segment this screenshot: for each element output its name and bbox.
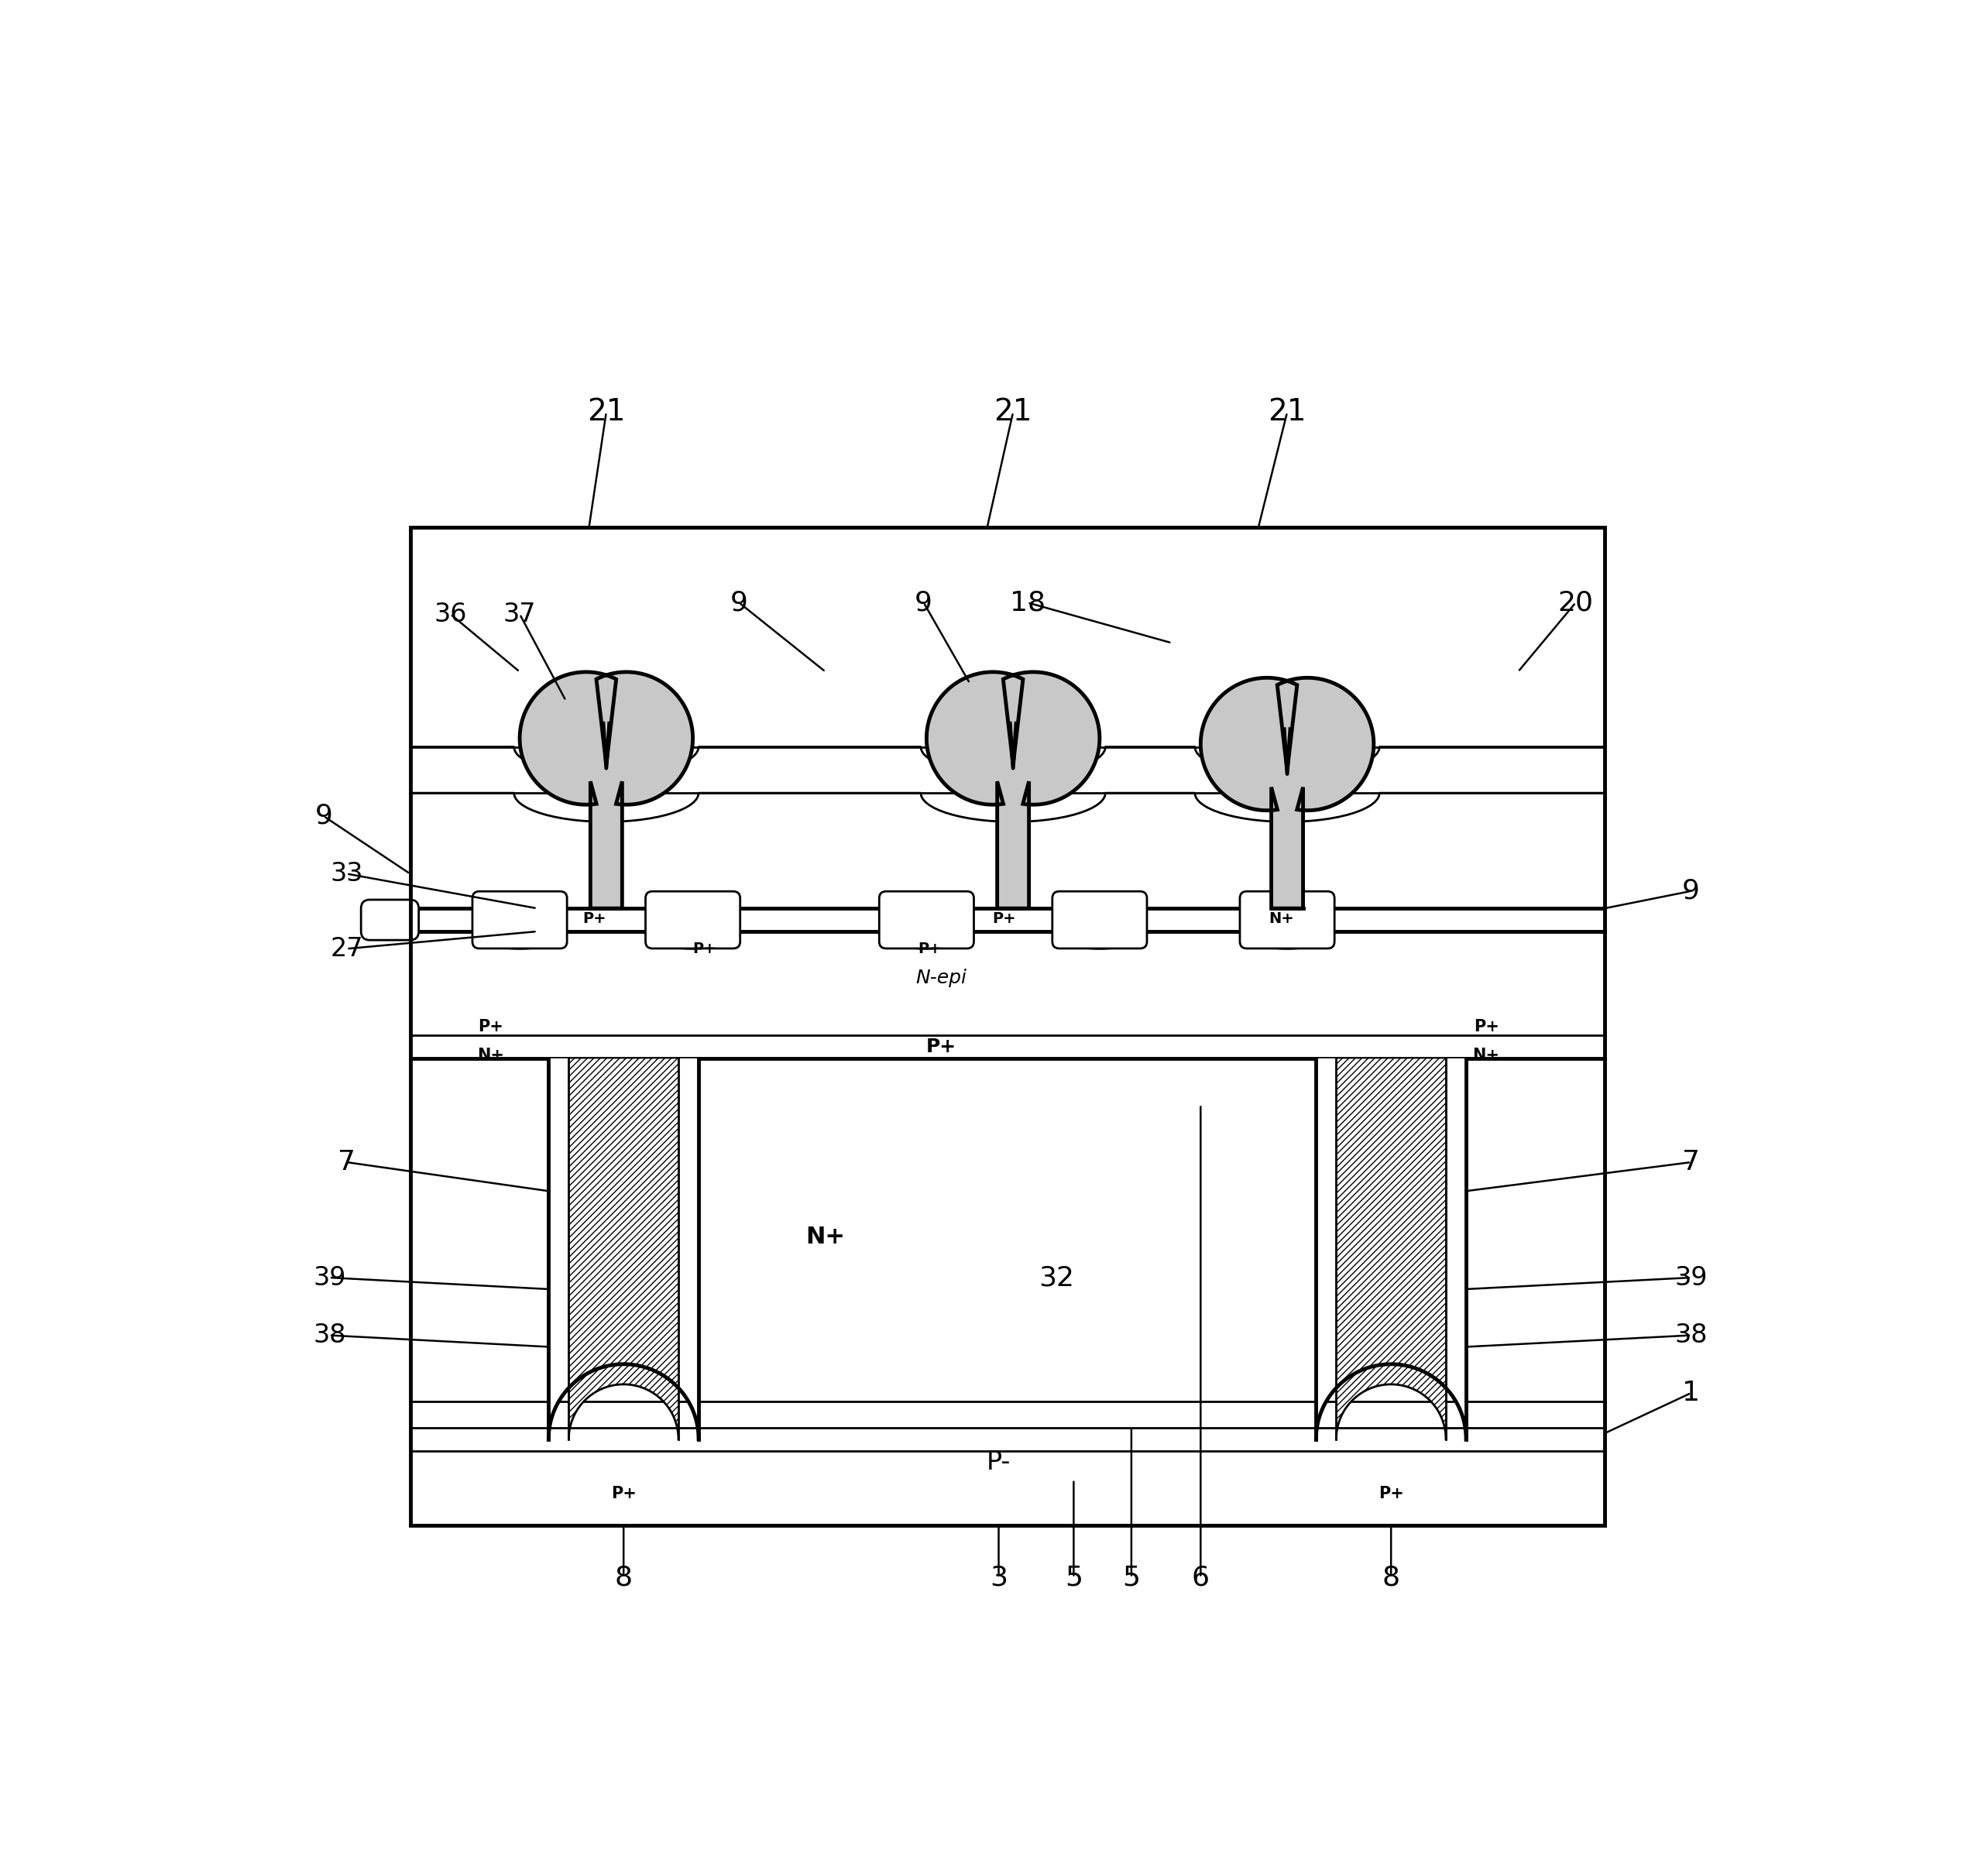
Text: 9: 9: [1682, 878, 1700, 905]
FancyBboxPatch shape: [473, 892, 567, 948]
Text: P+: P+: [479, 1019, 503, 1034]
Text: 39: 39: [1674, 1264, 1708, 1290]
Text: 37: 37: [503, 601, 537, 627]
Text: N+: N+: [805, 1227, 845, 1249]
Text: 9: 9: [914, 590, 932, 616]
Text: 8: 8: [614, 1564, 632, 1590]
Text: 27: 27: [330, 936, 364, 961]
Text: 1: 1: [1682, 1380, 1700, 1407]
Text: 33: 33: [330, 862, 364, 886]
Text: P+: P+: [582, 912, 606, 925]
FancyBboxPatch shape: [646, 892, 740, 948]
Text: 9: 9: [730, 590, 747, 616]
Polygon shape: [549, 1058, 698, 1438]
Text: 39: 39: [312, 1264, 346, 1290]
Polygon shape: [1336, 1058, 1445, 1438]
Bar: [410, 528, 1604, 1526]
Text: 38: 38: [1674, 1322, 1708, 1349]
Text: P+: P+: [918, 942, 940, 955]
Text: 9: 9: [314, 804, 332, 830]
Text: P+: P+: [926, 1038, 956, 1056]
Text: 38: 38: [312, 1322, 346, 1349]
Text: 21: 21: [586, 397, 626, 427]
Text: N+: N+: [1268, 912, 1294, 925]
Text: 21: 21: [994, 397, 1032, 427]
Bar: [410, 528, 1604, 1526]
Text: 8: 8: [1382, 1564, 1400, 1590]
Text: 5: 5: [1123, 1564, 1141, 1590]
Polygon shape: [1201, 678, 1374, 908]
Text: P+: P+: [692, 942, 716, 955]
Text: 6: 6: [1191, 1564, 1209, 1590]
Text: P-: P-: [986, 1450, 1010, 1474]
Text: N+: N+: [1473, 1047, 1499, 1064]
Text: 21: 21: [1268, 397, 1306, 427]
Text: N-epi: N-epi: [914, 968, 966, 987]
Polygon shape: [926, 672, 1099, 908]
Text: P+: P+: [1473, 1019, 1499, 1034]
Text: 18: 18: [1010, 590, 1046, 616]
FancyBboxPatch shape: [362, 899, 419, 940]
Text: 20: 20: [1559, 590, 1594, 616]
Polygon shape: [569, 1058, 678, 1438]
Text: 32: 32: [1038, 1264, 1074, 1290]
Polygon shape: [1316, 1058, 1465, 1438]
Text: P+: P+: [610, 1485, 636, 1502]
FancyBboxPatch shape: [1052, 892, 1147, 948]
Text: 5: 5: [1066, 1564, 1083, 1590]
Polygon shape: [519, 672, 692, 908]
FancyBboxPatch shape: [879, 892, 974, 948]
Text: P+: P+: [1378, 1485, 1404, 1502]
Text: 36: 36: [433, 601, 467, 627]
Text: 7: 7: [338, 1148, 356, 1176]
Text: P+: P+: [992, 912, 1016, 925]
FancyBboxPatch shape: [1241, 892, 1334, 948]
Text: 7: 7: [1682, 1148, 1700, 1176]
Text: 3: 3: [990, 1564, 1008, 1590]
Text: N+: N+: [477, 1047, 505, 1064]
